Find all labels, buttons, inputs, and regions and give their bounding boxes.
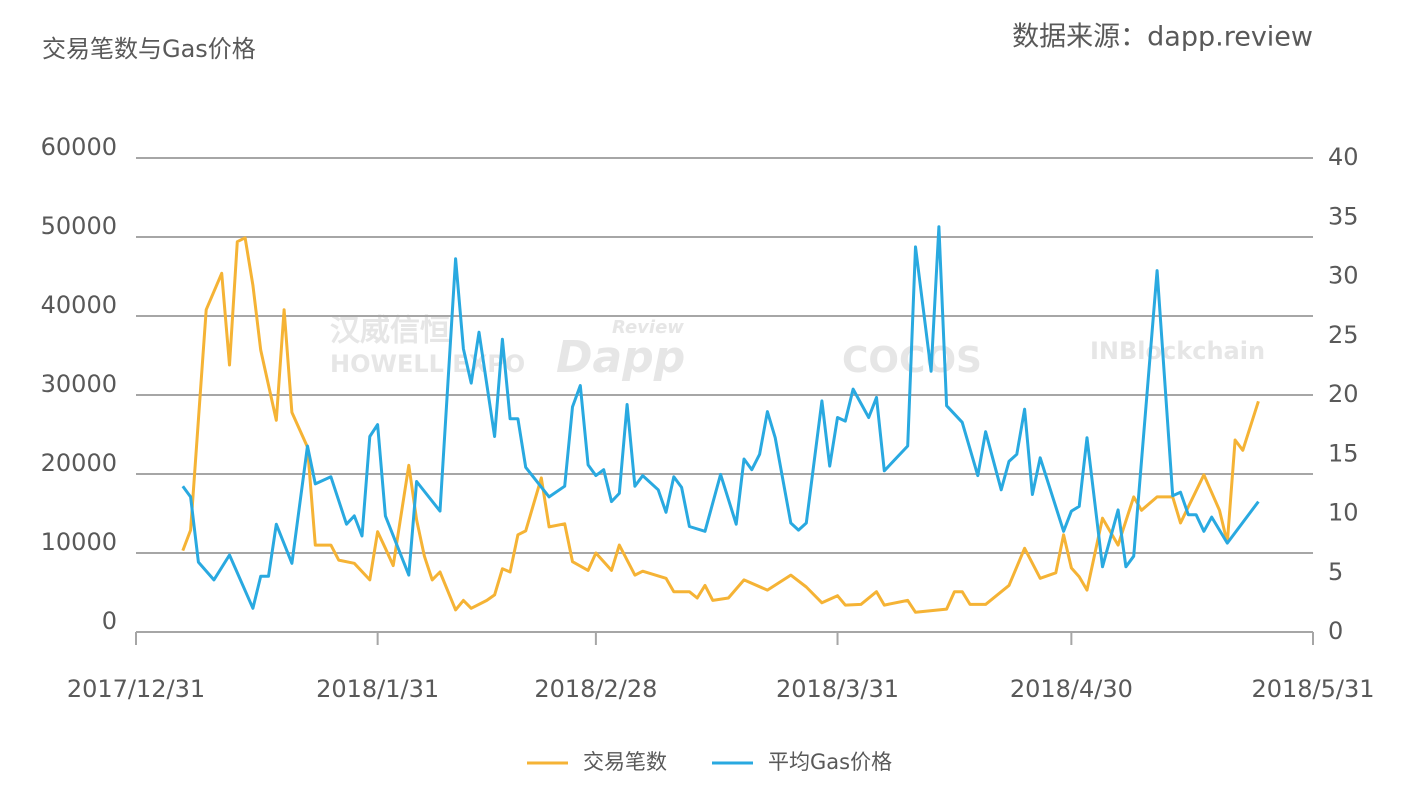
- x-tick-label: 2018/3/31: [776, 675, 899, 703]
- watermark: Review: [612, 317, 684, 338]
- y2-tick-label: 35: [1328, 202, 1359, 230]
- y2-tick-label: 40: [1328, 143, 1359, 171]
- legend-label: 平均Gas价格: [768, 750, 892, 774]
- y-tick-label: 60000: [41, 133, 117, 161]
- y-tick-label: 10000: [41, 528, 117, 556]
- watermark: 汉威信恒: [330, 314, 450, 349]
- y2-tick-label: 15: [1328, 439, 1359, 467]
- watermark: HOWELL EXPO: [330, 350, 525, 378]
- line-series: [181, 225, 1260, 610]
- y2-tick-label: 20: [1328, 380, 1359, 408]
- y2-tick-label: 5: [1328, 558, 1343, 586]
- x-tick-label: 2018/5/31: [1251, 675, 1374, 703]
- y-tick-label: 40000: [41, 291, 117, 319]
- y2-tick-label: 0: [1328, 617, 1343, 645]
- line-series: [181, 236, 1260, 614]
- watermark: Dapp: [556, 332, 685, 383]
- y2-tick-label: 30: [1328, 262, 1359, 290]
- y2-tick-label: 25: [1328, 321, 1359, 349]
- source-note: 数据来源：dapp.review: [1012, 22, 1313, 53]
- chart-title: 交易笔数与Gas价格: [42, 35, 256, 63]
- x-tick-label: 2018/2/28: [534, 675, 657, 703]
- legend-label: 交易笔数: [583, 750, 667, 774]
- y-tick-label: 20000: [41, 449, 117, 477]
- x-tick-label: 2018/4/30: [1010, 675, 1133, 703]
- y-tick-label: 30000: [41, 370, 117, 398]
- y-tick-label: 0: [102, 607, 117, 635]
- y2-tick-label: 10: [1328, 499, 1359, 527]
- x-tick-label: 2018/1/31: [316, 675, 439, 703]
- x-tick-label: 2017/12/31: [67, 675, 205, 703]
- y-tick-label: 50000: [41, 212, 117, 240]
- watermark: INBlockchain: [1090, 337, 1265, 365]
